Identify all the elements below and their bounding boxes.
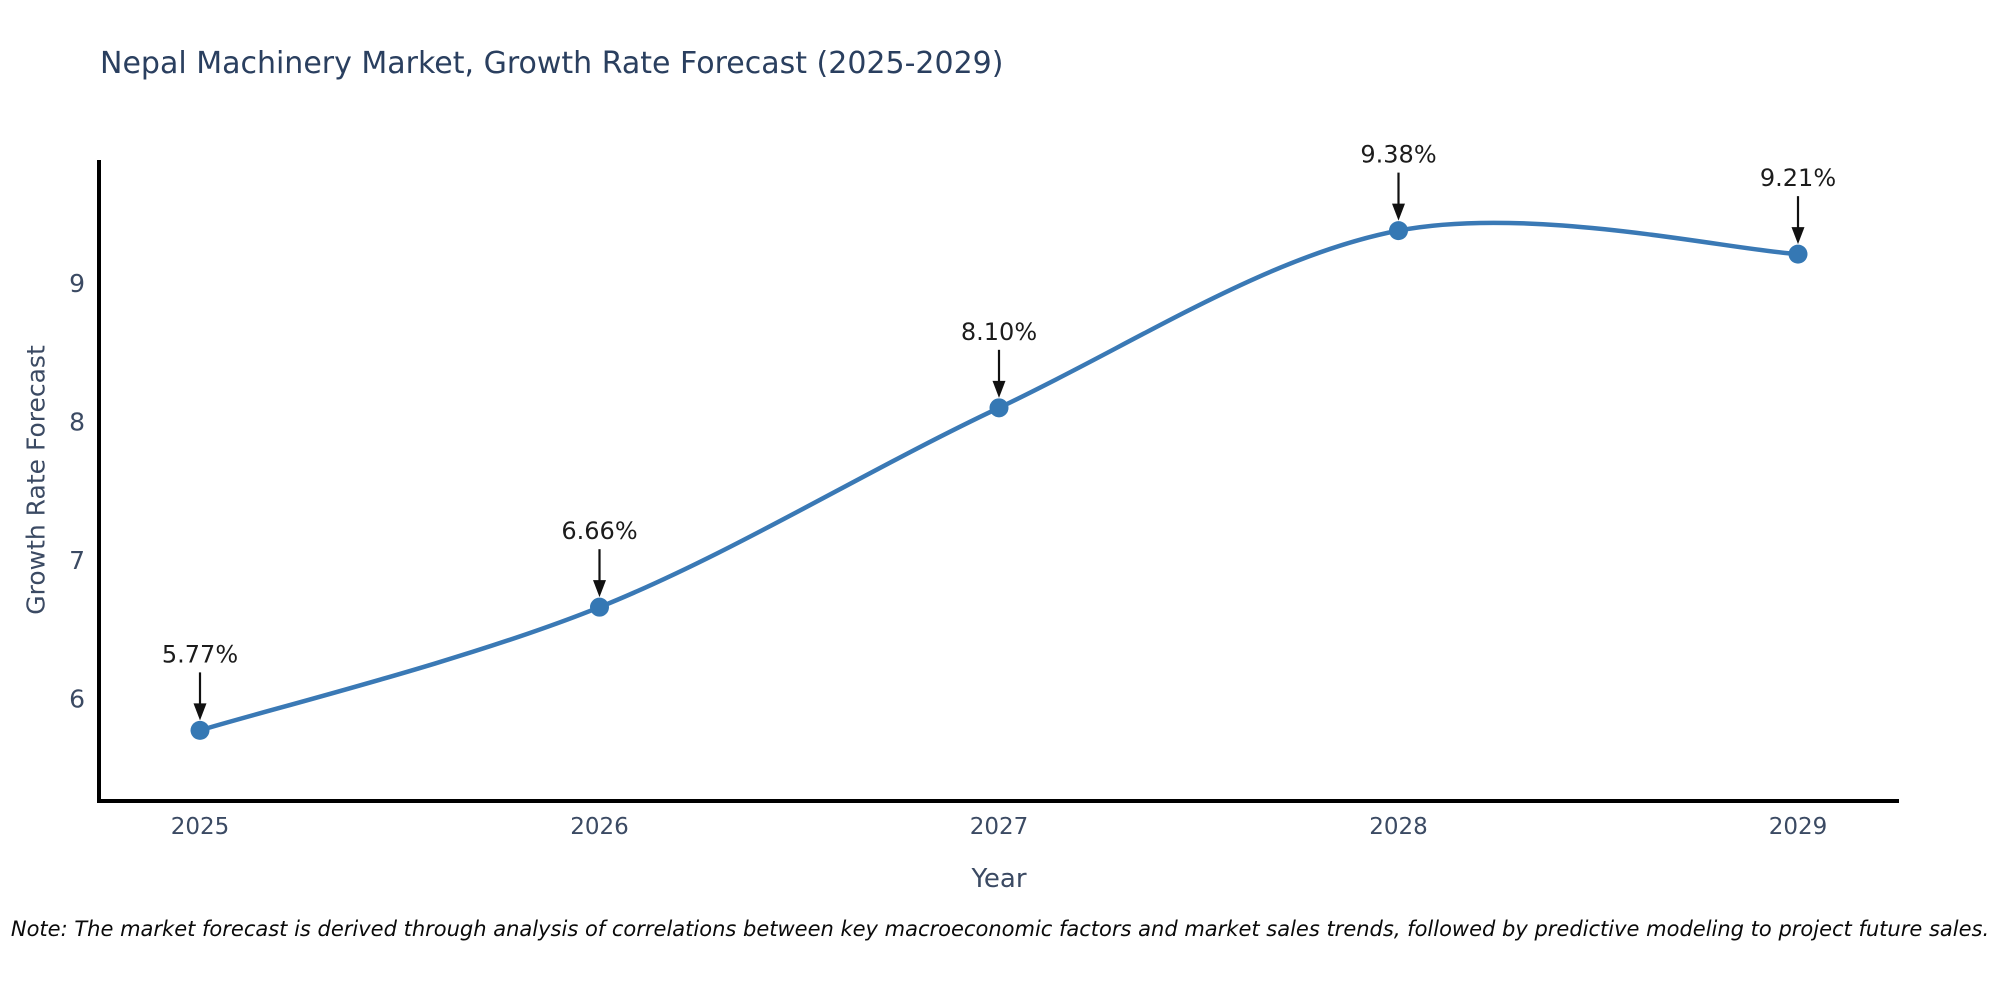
footnote: Note: The market forecast is derived thr… bbox=[10, 917, 1990, 941]
x-tick-label: 2028 bbox=[1369, 814, 1428, 840]
data-point-marker bbox=[1788, 244, 1808, 264]
annotation-label: 9.21% bbox=[1760, 164, 1836, 192]
y-tick-label: 8 bbox=[69, 408, 85, 437]
y-tick-label: 9 bbox=[69, 269, 85, 298]
data-point-marker bbox=[1389, 221, 1408, 241]
x-tick-label: 2029 bbox=[1769, 814, 1828, 840]
chart-title: Nepal Machinery Market, Growth Rate Fore… bbox=[100, 46, 1004, 81]
annotation-arrow-head bbox=[1791, 227, 1805, 245]
annotation-label: 6.66% bbox=[561, 517, 637, 545]
data-point-marker bbox=[989, 398, 1009, 418]
data-point-marker bbox=[590, 597, 609, 617]
annotation-arrow-head bbox=[593, 580, 606, 598]
annotation-arrow-head bbox=[193, 703, 207, 721]
annotation-label: 8.10% bbox=[961, 318, 1037, 346]
annotation-label: 5.77% bbox=[162, 640, 238, 668]
x-tick-label: 2027 bbox=[970, 814, 1029, 840]
y-tick-label: 7 bbox=[69, 546, 85, 575]
x-axis-title: Year bbox=[971, 864, 1027, 894]
y-tick-label: 6 bbox=[69, 685, 85, 714]
data-point-marker bbox=[190, 720, 210, 740]
annotation-label: 9.38% bbox=[1360, 141, 1436, 169]
x-tick-label: 2025 bbox=[171, 814, 230, 840]
x-tick-label: 2026 bbox=[570, 814, 629, 840]
annotation-arrow-head bbox=[992, 380, 1006, 398]
annotation-arrow-head bbox=[1392, 203, 1405, 221]
trend-line bbox=[197, 220, 1801, 733]
